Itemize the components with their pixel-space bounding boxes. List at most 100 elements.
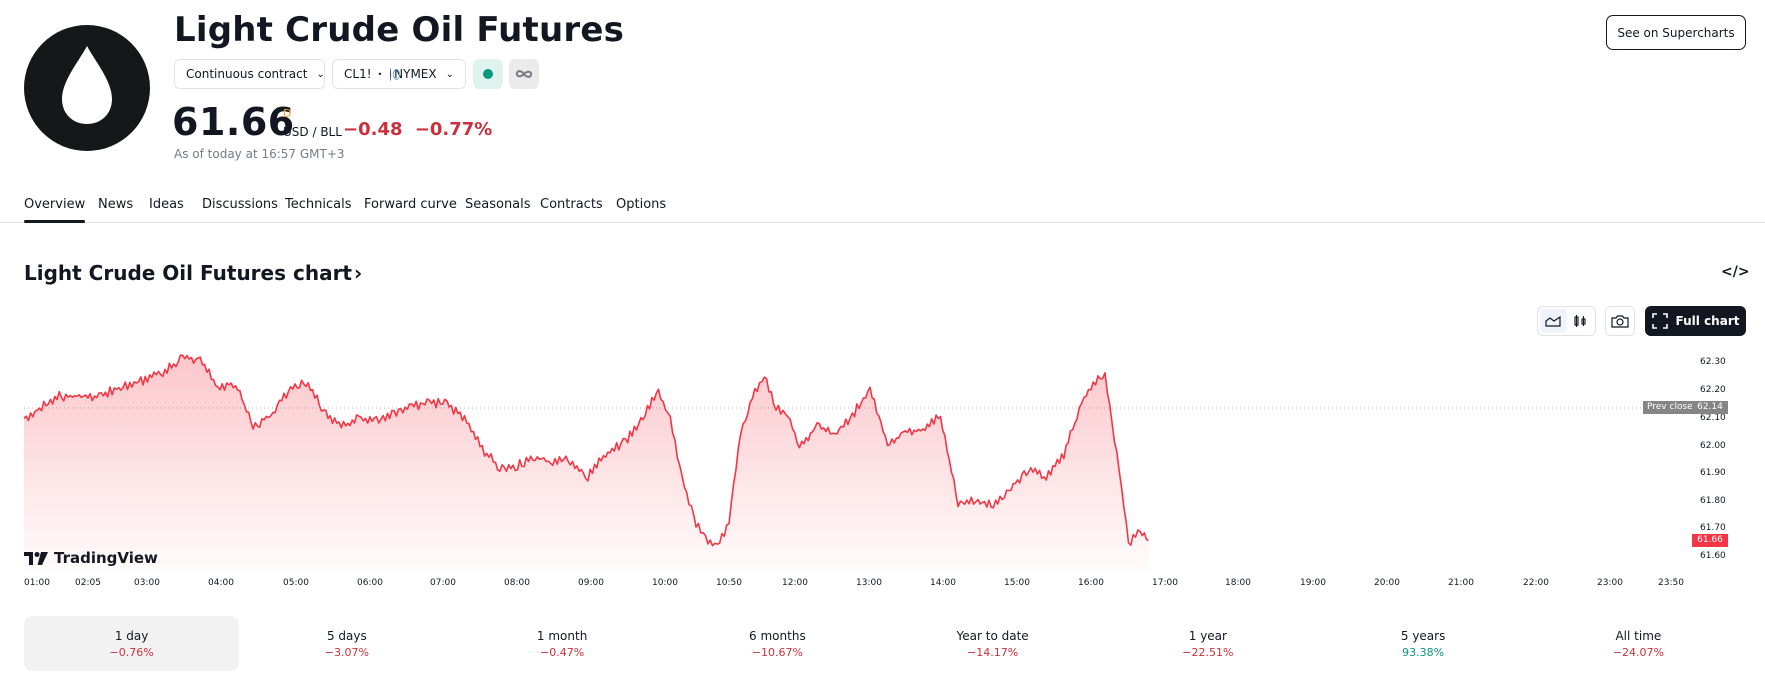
period-change: −0.76% <box>109 645 154 659</box>
x-tick: 07:00 <box>430 578 456 588</box>
full-chart-button[interactable]: Full chart <box>1645 306 1746 336</box>
page-title: Light Crude Oil Futures <box>174 10 625 50</box>
market-open-dot-icon <box>483 69 493 79</box>
x-tick: 12:00 <box>782 578 808 588</box>
chevron-down-icon: ⌄ <box>445 68 454 80</box>
period-5-days[interactable]: 5 days −3.07% <box>239 616 454 671</box>
price-area <box>24 355 1149 570</box>
y-tick: 62.00 <box>1700 441 1726 451</box>
period-change: −24.07% <box>1612 645 1664 659</box>
change-percent: −0.77% <box>414 119 493 140</box>
chevron-right-icon: › <box>354 261 363 285</box>
period-selector: 1 day −0.76% 5 days −3.07% 1 month −0.47… <box>24 616 1746 671</box>
period-change: −22.51% <box>1182 645 1234 659</box>
tab-discussions[interactable]: Discussions <box>202 197 278 212</box>
delayed-flag: D <box>283 107 292 120</box>
tab-forward-curve[interactable]: Forward curve <box>364 197 457 212</box>
period-label: 1 day <box>114 628 149 643</box>
x-tick: 09:00 <box>578 578 604 588</box>
tab-contracts[interactable]: Contracts <box>540 197 603 212</box>
symbol-label: CL1! <box>344 67 372 81</box>
chart-style-toggle <box>1537 306 1596 336</box>
full-chart-label: Full chart <box>1675 314 1740 328</box>
contract-type-label: Continuous contract <box>186 67 308 81</box>
x-tick: 19:00 <box>1300 578 1326 588</box>
snapshot-button[interactable] <box>1605 306 1635 336</box>
change-absolute: −0.48 <box>343 119 403 140</box>
x-tick: 08:00 <box>504 578 530 588</box>
x-tick: 13:00 <box>856 578 882 588</box>
tab-seasonals[interactable]: Seasonals <box>465 197 531 212</box>
tab-technicals[interactable]: Technicals <box>285 197 352 212</box>
x-tick: 21:00 <box>1448 578 1474 588</box>
x-tick: 10:00 <box>652 578 678 588</box>
x-tick: 18:00 <box>1225 578 1251 588</box>
x-tick: 04:00 <box>208 578 234 588</box>
y-tick: 61.70 <box>1700 523 1726 533</box>
price-line <box>23 354 1149 547</box>
tab-options[interactable]: Options <box>616 197 667 212</box>
candlestick-chart-button[interactable] <box>1567 309 1594 333</box>
embed-code-icon[interactable]: </> <box>1721 264 1750 280</box>
y-tick: 61.80 <box>1700 496 1726 506</box>
camera-icon <box>1611 315 1629 328</box>
symbol-exchange-dropdown[interactable]: CL1! • NYMEX ⌄ <box>332 59 466 89</box>
tradingview-watermark[interactable]: TradingView <box>24 549 158 567</box>
chart-section-title[interactable]: Light Crude Oil Futures chart › <box>24 261 362 285</box>
y-tick: 62.10 <box>1700 413 1726 423</box>
candlestick-icon <box>1574 315 1586 327</box>
period-change: −14.17% <box>967 645 1019 659</box>
y-tick: 61.90 <box>1700 468 1726 478</box>
chart-title-text: Light Crude Oil Futures chart <box>24 261 352 285</box>
as-of-timestamp: As of today at 16:57 GMT+3 <box>174 147 345 161</box>
period-label: All time <box>1615 628 1662 643</box>
period-label: Year to date <box>956 628 1029 643</box>
period-6-months[interactable]: 6 months −10.67% <box>670 616 885 671</box>
period-1-month[interactable]: 1 month −0.47% <box>455 616 670 671</box>
tab-overview[interactable]: Overview <box>24 197 86 223</box>
prev-close-tag: Prev close <box>1643 401 1697 414</box>
symbol-logo <box>24 25 150 151</box>
oil-drop-icon <box>62 46 112 124</box>
tradingview-wordmark: TradingView <box>54 549 158 567</box>
area-chart-button[interactable] <box>1540 309 1567 333</box>
x-tick: 06:00 <box>357 578 383 588</box>
price-chart[interactable] <box>0 0 1765 600</box>
tradingview-logo-icon <box>24 551 48 565</box>
tab-ideas[interactable]: Ideas <box>149 197 184 212</box>
area-chart-icon <box>1545 315 1561 327</box>
period-change: −0.47% <box>540 645 585 659</box>
contract-type-dropdown[interactable]: Continuous contract ⌄ <box>174 59 325 89</box>
x-tick: 16:00 <box>1078 578 1104 588</box>
x-tick: 20:00 <box>1374 578 1400 588</box>
period-1-year[interactable]: 1 year −22.51% <box>1100 616 1315 671</box>
see-on-supercharts-button[interactable]: See on Supercharts <box>1606 15 1746 50</box>
x-tick: 01:00 <box>24 578 50 588</box>
period-all-time[interactable]: All time −24.07% <box>1531 616 1746 671</box>
period-label: 1 year <box>1188 628 1227 643</box>
x-tick: 05:00 <box>283 578 309 588</box>
period-label: 5 days <box>326 628 367 643</box>
x-tick: 15:00 <box>1004 578 1030 588</box>
last-price-tag: 61.66 <box>1692 534 1728 547</box>
x-tick: 14:00 <box>930 578 956 588</box>
period-label: 6 months <box>749 628 806 643</box>
x-tick: 23:50 <box>1658 578 1684 588</box>
period-1-day[interactable]: 1 day −0.76% <box>24 616 240 671</box>
exchange-label: NYMEX <box>394 67 437 81</box>
prev-close-value: 62.14 <box>1692 401 1728 414</box>
continuous-contract-button[interactable] <box>509 59 539 89</box>
period-year-to-date[interactable]: Year to date −14.17% <box>885 616 1100 671</box>
tab-news[interactable]: News <box>98 197 134 212</box>
period-label: 1 month <box>536 628 588 643</box>
period-change: 93.38% <box>1402 645 1445 659</box>
period-change: −3.07% <box>324 645 369 659</box>
period-5-years[interactable]: 5 years 93.38% <box>1316 616 1531 671</box>
y-tick: 62.30 <box>1700 357 1726 367</box>
fullscreen-icon <box>1651 313 1668 329</box>
market-status-button[interactable] <box>473 59 503 89</box>
period-change: −10.67% <box>751 645 803 659</box>
exchange-globe-icon <box>390 67 400 81</box>
x-tick: 23:00 <box>1597 578 1623 588</box>
last-price: 61.66 <box>172 100 295 144</box>
